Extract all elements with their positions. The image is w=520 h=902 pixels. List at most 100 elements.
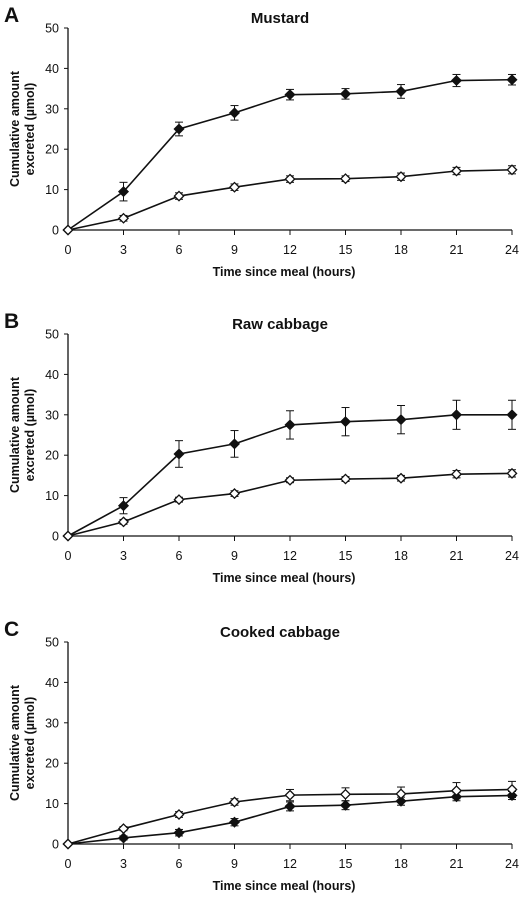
y-tick-label: 50	[45, 636, 59, 650]
data-point	[450, 468, 463, 480]
data-point	[228, 796, 241, 808]
data-point	[339, 473, 352, 485]
x-tick-label: 3	[120, 549, 127, 563]
x-tick-label: 12	[283, 549, 297, 563]
panel-letter: B	[4, 310, 19, 333]
x-tick-label: 24	[505, 549, 519, 563]
data-point	[506, 164, 518, 176]
x-tick-label: 0	[65, 243, 72, 257]
x-tick-label: 15	[339, 857, 353, 871]
x-tick-label: 18	[394, 549, 408, 563]
y-tick-label: 10	[45, 489, 59, 503]
data-point	[395, 171, 407, 183]
y-tick-label: 40	[45, 62, 59, 76]
data-point	[284, 419, 296, 431]
data-point	[228, 816, 241, 828]
x-tick-label: 0	[65, 549, 72, 563]
data-point	[117, 516, 130, 528]
x-axis-label: Time since meal (hours)	[213, 879, 356, 893]
data-point	[506, 467, 518, 479]
x-tick-label: 6	[176, 549, 183, 563]
y-axis-label: excreted (µmol)	[23, 697, 37, 790]
panel-letter: C	[4, 618, 19, 641]
data-point	[339, 88, 352, 100]
x-tick-label: 18	[394, 857, 408, 871]
data-point	[284, 789, 296, 801]
y-tick-label: 40	[45, 368, 59, 382]
data-point	[506, 783, 518, 795]
data-point	[339, 799, 352, 811]
y-tick-label: 30	[45, 716, 59, 730]
data-point	[173, 123, 185, 135]
y-tick-label: 30	[45, 102, 59, 116]
chart-panel-b: B Raw cabbage 0 10 20 30 40 50 0 3 6 9 12 15 18 21 24 Tim…	[4, 310, 519, 585]
data-point	[395, 472, 407, 484]
y-tick-label: 0	[52, 224, 59, 238]
y-tick-label: 50	[45, 22, 59, 36]
y-tick-label: 20	[45, 449, 59, 463]
x-tick-label: 12	[283, 857, 297, 871]
data-point	[173, 808, 185, 821]
x-tick-label: 9	[231, 857, 238, 871]
x-tick-label: 18	[394, 243, 408, 257]
data-point	[228, 107, 241, 119]
data-point	[117, 186, 130, 198]
data-point	[173, 494, 185, 506]
x-tick-label: 21	[450, 549, 464, 563]
data-point	[117, 832, 130, 844]
y-tick-label: 50	[45, 328, 59, 342]
data-point	[284, 474, 296, 486]
chart-title: Mustard	[251, 10, 309, 27]
y-tick-label: 40	[45, 676, 59, 690]
data-point	[173, 827, 185, 839]
x-axis-label: Time since meal (hours)	[213, 571, 356, 585]
data-point	[173, 448, 185, 460]
data-point	[284, 800, 296, 812]
x-tick-label: 9	[231, 243, 238, 257]
data-point	[395, 414, 407, 426]
x-tick-label: 3	[120, 243, 127, 257]
data-point	[284, 173, 296, 185]
data-point	[395, 788, 407, 800]
data-point	[450, 409, 463, 421]
chart-title: Raw cabbage	[232, 316, 328, 333]
panel-letter: A	[4, 4, 19, 27]
y-axis-label: Cumulative amount	[8, 70, 22, 187]
data-point	[228, 181, 241, 193]
x-tick-label: 24	[505, 243, 519, 257]
x-axis-label: Time since meal (hours)	[213, 265, 356, 279]
data-point	[62, 224, 74, 236]
data-point	[117, 500, 130, 512]
y-tick-label: 30	[45, 408, 59, 422]
x-tick-label: 24	[505, 857, 519, 871]
y-tick-label: 10	[45, 183, 59, 197]
x-tick-label: 0	[65, 857, 72, 871]
chart-title: Cooked cabbage	[220, 624, 340, 641]
data-point	[506, 74, 518, 86]
y-tick-label: 10	[45, 797, 59, 811]
x-tick-label: 15	[339, 549, 353, 563]
data-point	[450, 165, 463, 177]
x-tick-label: 6	[176, 243, 183, 257]
chart-panel-c: C Cooked cabbage 0 10 20 30 40 50 0 3 6 9 12 15 18 21 24…	[4, 618, 519, 893]
data-point	[117, 823, 130, 835]
x-tick-label: 15	[339, 243, 353, 257]
data-point	[62, 838, 74, 850]
chart-panel-a: A Mustard 0 10 20 30 40 50 0 3 6 9 12 15 18 21 24 Time si…	[4, 4, 519, 279]
data-point	[450, 75, 463, 87]
data-point	[228, 488, 241, 500]
x-tick-label: 21	[450, 857, 464, 871]
x-tick-label: 12	[283, 243, 297, 257]
y-axis-label: Cumulative amount	[8, 684, 22, 801]
data-point	[395, 85, 407, 97]
data-point	[450, 785, 463, 797]
data-point	[339, 416, 352, 428]
data-point	[339, 173, 352, 185]
data-point	[228, 438, 241, 450]
data-point	[506, 409, 518, 421]
y-axis-label: Cumulative amount	[8, 376, 22, 493]
data-point	[62, 530, 74, 542]
y-tick-label: 0	[52, 838, 59, 852]
y-tick-label: 20	[45, 143, 59, 157]
data-point	[339, 788, 352, 800]
